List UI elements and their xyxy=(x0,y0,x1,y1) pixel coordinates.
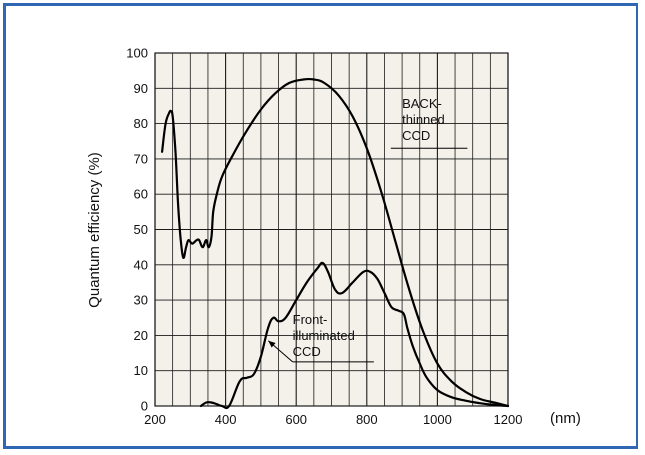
front-illuminated-label-line: CCD xyxy=(293,344,321,359)
back-thinned-label: BACK-thinned CCD xyxy=(402,96,445,143)
y-tick-label: 70 xyxy=(134,151,148,166)
back-thinned-ccd-curve xyxy=(161,77,510,408)
series-curves xyxy=(161,77,510,410)
x-axis-unit-label: (nm) xyxy=(550,410,581,427)
back-thinned-label-line: CCD xyxy=(402,128,430,143)
x-tick-label: 1200 xyxy=(494,412,523,427)
front-illuminated-ccd-curve xyxy=(199,261,510,410)
x-tick-label: 1000 xyxy=(423,412,452,427)
y-tick-label: 100 xyxy=(126,46,148,61)
x-tick-labels: 200 400 600 800 1000 1200 xyxy=(144,412,522,427)
x-tick-label: 400 xyxy=(215,412,237,427)
front-illuminated-label: Front-illuminated CCD xyxy=(293,312,355,359)
back-thinned-label-line: BACK- xyxy=(402,96,442,111)
front-illuminated-arrow-head xyxy=(268,340,276,348)
y-tick-labels: 0 10 20 30 40 50 60 70 80 90 100 xyxy=(126,46,148,414)
grid-lines xyxy=(154,52,509,407)
y-tick-label: 40 xyxy=(134,257,148,272)
y-tick-label: 10 xyxy=(134,363,148,378)
x-tick-label: 800 xyxy=(356,412,378,427)
y-tick-label: 50 xyxy=(134,222,148,237)
x-tick-label: 600 xyxy=(285,412,307,427)
y-tick-label: 30 xyxy=(134,293,148,308)
front-illuminated-label-line: illuminated xyxy=(293,328,355,343)
y-tick-label: 90 xyxy=(134,81,148,96)
back-thinned-label-line: thinned xyxy=(402,112,445,127)
x-tick-label: 200 xyxy=(144,412,166,427)
y-tick-label: 0 xyxy=(141,399,148,414)
y-axis-label: Quantum efficiency (%) xyxy=(86,152,103,308)
y-tick-label: 60 xyxy=(134,187,148,202)
front-illuminated-label-line: Front- xyxy=(293,312,328,327)
y-tick-label: 80 xyxy=(134,116,148,131)
y-tick-label: 20 xyxy=(134,328,148,343)
